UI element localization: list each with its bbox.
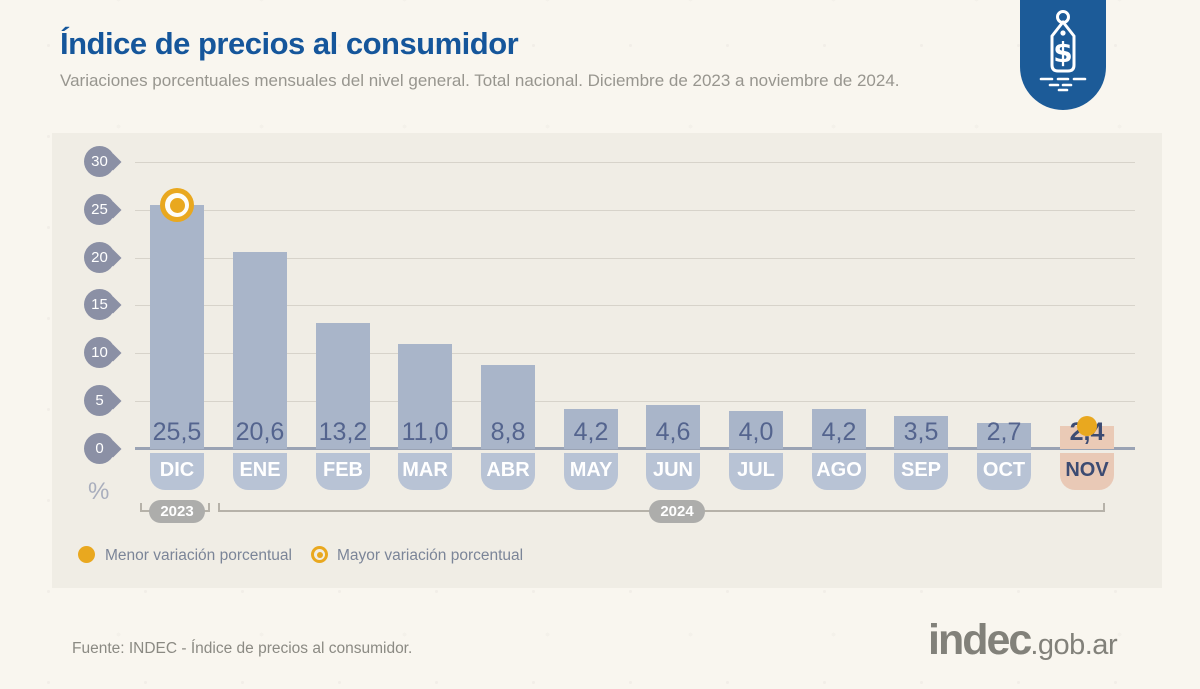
bar-value-may: 4,2 — [573, 418, 609, 446]
year-pill-2023: 2023 — [149, 500, 205, 523]
bar-group-may: 4,2 MAY — [564, 133, 618, 588]
source-note: Fuente: INDEC - Índice de precios al con… — [72, 640, 413, 657]
bar-nov — [1060, 426, 1114, 449]
month-tab-may: MAY — [564, 453, 618, 490]
bar-ene — [233, 252, 287, 449]
legend-label-mayor: Mayor variación porcentual — [337, 547, 524, 564]
chart-panel: 30 25 20 15 10 5 0 % 25,5 DIC 20,6 ENE 1… — [52, 133, 1162, 588]
bar-mar — [398, 344, 452, 449]
page-subtitle: Variaciones porcentuales mensuales del n… — [60, 71, 900, 90]
max-variation-marker-icon — [160, 188, 194, 222]
month-tab-jul: JUL — [729, 453, 783, 490]
y-tick-15: 15 — [84, 289, 115, 320]
month-tab-dic: DIC — [150, 453, 204, 490]
bar-group-jun: 4,6 JUN — [646, 133, 700, 588]
bar-jul — [729, 411, 783, 449]
bar-group-oct: 2,7 OCT — [977, 133, 1031, 588]
indec-logo: indec .gob.ar — [928, 616, 1118, 665]
bar-group-abr: 8,8 ABR — [481, 133, 535, 588]
bar-group-sep: 3,5 SEP — [894, 133, 948, 588]
month-tab-jun: JUN — [646, 453, 700, 490]
y-tick-5: 5 — [84, 385, 115, 416]
bar-group-feb: 13,2 FEB — [316, 133, 370, 588]
bar-value-ago: 4,2 — [821, 418, 857, 446]
bar-oct — [977, 423, 1031, 449]
bar-ago — [812, 409, 866, 449]
y-axis-unit-label: % — [88, 478, 110, 505]
indec-logo-main: indec — [928, 616, 1032, 664]
month-tab-ene: ENE — [233, 453, 287, 490]
bar-sep — [894, 416, 948, 449]
bar-group-ene: 20,6 ENE — [233, 133, 287, 588]
gridline-15 — [135, 305, 1135, 306]
legend-ring-dot-icon — [311, 546, 328, 563]
bar-group-dic: 25,5 DIC — [150, 133, 204, 588]
bar-value-abr: 8,8 — [490, 418, 526, 446]
bar-group-jul: 4,0 JUL — [729, 133, 783, 588]
page-title: Índice de precios al consumidor — [60, 26, 519, 61]
bar-group-ago: 4,2 AGO — [812, 133, 866, 588]
price-tag-icon: $ — [1039, 10, 1087, 92]
bar-value-mar: 11,0 — [401, 418, 449, 446]
svg-text:$: $ — [1053, 36, 1072, 69]
bar-dic — [150, 205, 204, 449]
price-tag-badge: $ — [1020, 0, 1106, 110]
gridline-25 — [135, 210, 1135, 211]
y-tick-30: 30 — [84, 146, 115, 177]
bar-value-feb: 13,2 — [318, 418, 368, 446]
month-tab-nov: NOV — [1060, 453, 1114, 490]
bar-value-jun: 4,6 — [655, 418, 691, 446]
bar-value-ene: 20,6 — [235, 418, 285, 446]
gridline-10 — [135, 353, 1135, 354]
month-tab-oct: OCT — [977, 453, 1031, 490]
legend-label-menor: Menor variación porcentual — [105, 547, 292, 564]
gridline-5 — [135, 401, 1135, 402]
year-pill-2024: 2024 — [649, 500, 705, 523]
month-tab-feb: FEB — [316, 453, 370, 490]
bar-feb — [316, 323, 370, 449]
bar-jun — [646, 405, 700, 449]
bar-value-oct: 2,7 — [986, 418, 1022, 446]
min-variation-marker-icon — [1077, 416, 1097, 436]
bar-group-mar: 11,0 MAR — [398, 133, 452, 588]
bar-value-sep: 3,5 — [903, 418, 939, 446]
bar-value-dic: 25,5 — [152, 418, 202, 446]
month-tab-abr: ABR — [481, 453, 535, 490]
bar-may — [564, 409, 618, 449]
month-tab-ago: AGO — [812, 453, 866, 490]
legend-solid-dot-icon — [78, 546, 95, 563]
y-tick-25: 25 — [84, 194, 115, 225]
y-tick-10: 10 — [84, 337, 115, 368]
bar-abr — [481, 365, 535, 449]
y-tick-20: 20 — [84, 242, 115, 273]
gridline-30 — [135, 162, 1135, 163]
month-tab-mar: MAR — [398, 453, 452, 490]
gridline-20 — [135, 258, 1135, 259]
bar-group-nov: 2,4 NOV — [1060, 133, 1114, 588]
month-tab-sep: SEP — [894, 453, 948, 490]
x-axis-baseline — [135, 447, 1135, 450]
bar-value-jul: 4,0 — [738, 418, 774, 446]
y-tick-0: 0 — [84, 433, 115, 464]
indec-logo-suffix: .gob.ar — [1030, 629, 1118, 661]
